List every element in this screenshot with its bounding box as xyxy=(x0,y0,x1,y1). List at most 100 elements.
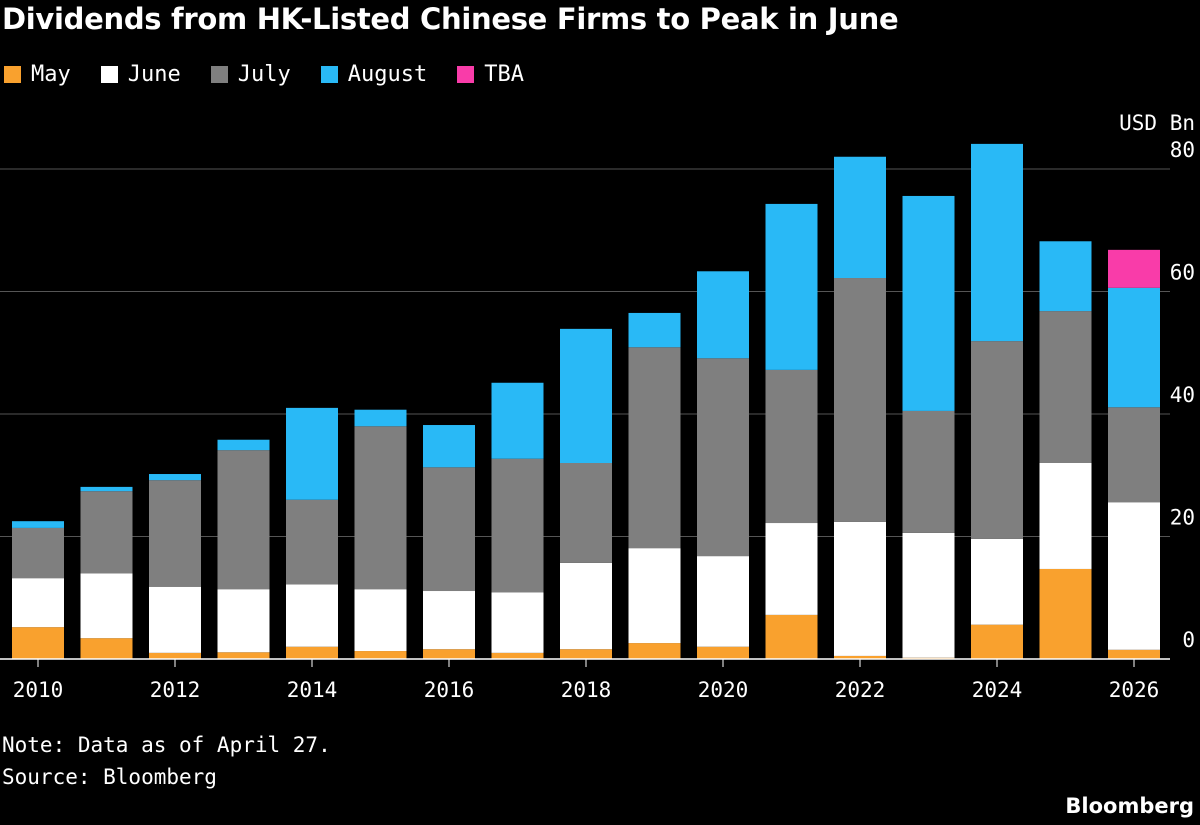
bar-may-2017 xyxy=(491,652,544,659)
bar-july-2020 xyxy=(697,358,749,557)
legend-swatch-tba xyxy=(457,66,475,83)
bar-june-2021 xyxy=(765,523,818,615)
bar-july-2015 xyxy=(354,426,407,590)
bar-july-2026 xyxy=(1108,407,1160,503)
bar-may-2016 xyxy=(423,649,475,659)
bar-august-2019 xyxy=(628,312,681,348)
x-tick-label: 2014 xyxy=(287,678,338,702)
bar-june-2020 xyxy=(697,556,749,647)
bar-august-2022 xyxy=(834,156,886,279)
note: Note: Data as of April 27. xyxy=(2,733,331,757)
bar-june-2023 xyxy=(902,532,955,658)
bar-may-2011 xyxy=(80,638,133,659)
legend-swatch-june xyxy=(100,66,118,83)
x-tick-label: 2024 xyxy=(972,678,1023,702)
bar-june-2014 xyxy=(286,584,338,647)
source: Source: Bloomberg xyxy=(2,765,217,789)
legend-item-june: June xyxy=(100,62,181,87)
legend-label: June xyxy=(127,62,181,87)
legend-item-may: May xyxy=(4,62,71,87)
legend-label: July xyxy=(237,62,291,87)
legend-label: August xyxy=(347,62,428,87)
bar-july-2019 xyxy=(628,347,681,549)
legend-item-tba: TBA xyxy=(457,62,524,87)
legend-swatch-may xyxy=(4,66,21,83)
bar-may-2022 xyxy=(834,655,886,659)
bar-july-2016 xyxy=(423,467,475,592)
bar-august-2021 xyxy=(765,203,818,370)
bar-may-2014 xyxy=(286,646,338,659)
bar-july-2024 xyxy=(971,341,1023,539)
bar-july-2012 xyxy=(149,480,201,587)
bar-august-2014 xyxy=(286,407,338,500)
bar-june-2024 xyxy=(971,538,1023,625)
bar-june-2026 xyxy=(1108,502,1160,650)
bar-july-2023 xyxy=(902,410,955,533)
y-axis-label: USD Bn xyxy=(1119,111,1195,135)
x-tick-label: 2022 xyxy=(835,678,886,702)
bar-tba-2026 xyxy=(1108,249,1160,288)
bar-june-2025 xyxy=(1039,463,1092,569)
bar-august-2011 xyxy=(80,486,133,492)
bar-august-2020 xyxy=(697,271,749,359)
bar-july-2025 xyxy=(1039,311,1092,463)
bar-june-2010 xyxy=(12,578,64,628)
bar-august-2010 xyxy=(12,521,64,528)
bar-may-2025 xyxy=(1039,568,1092,659)
bar-july-2013 xyxy=(217,450,270,590)
bar-august-2017 xyxy=(491,382,544,459)
bar-july-2021 xyxy=(765,369,818,524)
y-tick-label: 60 xyxy=(1170,261,1195,285)
x-tick-label: 2020 xyxy=(698,678,749,702)
bar-june-2022 xyxy=(834,521,886,656)
bar-june-2011 xyxy=(80,573,133,639)
y-tick-label: 20 xyxy=(1170,506,1195,530)
legend-item-august: August xyxy=(320,62,428,87)
bar-may-2018 xyxy=(560,649,612,659)
x-tick-label: 2026 xyxy=(1109,678,1160,702)
bar-june-2019 xyxy=(628,548,681,644)
bar-august-2026 xyxy=(1108,287,1160,408)
x-tick-label: 2018 xyxy=(561,678,612,702)
bar-june-2015 xyxy=(354,589,407,652)
bar-june-2012 xyxy=(149,586,201,653)
bar-july-2014 xyxy=(286,499,338,585)
bar-may-2015 xyxy=(354,651,407,659)
chart-title: Dividends from HK-Listed Chinese Firms t… xyxy=(2,2,899,36)
bar-june-2018 xyxy=(560,562,612,650)
y-tick-label: 80 xyxy=(1170,138,1195,162)
bar-august-2024 xyxy=(971,143,1023,342)
bar-august-2012 xyxy=(149,474,201,481)
bar-june-2013 xyxy=(217,589,270,653)
bar-august-2025 xyxy=(1039,241,1092,312)
x-tick-label: 2016 xyxy=(424,678,475,702)
legend-swatch-july xyxy=(210,66,228,83)
x-tick-label: 2010 xyxy=(13,678,64,702)
bar-may-2019 xyxy=(628,643,681,659)
bar-june-2016 xyxy=(423,591,475,650)
legend-swatch-august xyxy=(320,66,338,83)
bar-june-2017 xyxy=(491,592,544,653)
bar-may-2012 xyxy=(149,652,201,659)
bar-july-2010 xyxy=(12,527,64,579)
bar-august-2016 xyxy=(423,425,475,468)
bar-may-2010 xyxy=(12,627,64,659)
bar-july-2022 xyxy=(834,278,886,522)
bar-august-2018 xyxy=(560,328,612,463)
bar-may-2020 xyxy=(697,646,749,659)
legend: May June July August TBA xyxy=(4,62,554,87)
legend-item-july: July xyxy=(210,62,291,87)
y-tick-label: 0 xyxy=(1182,628,1195,652)
bar-july-2018 xyxy=(560,463,612,563)
x-tick-label: 2012 xyxy=(150,678,201,702)
bloomberg-logo: Bloomberg xyxy=(1065,794,1194,818)
bar-may-2026 xyxy=(1108,649,1160,659)
bar-august-2015 xyxy=(354,409,407,427)
bar-may-2021 xyxy=(765,614,818,659)
bar-july-2017 xyxy=(491,458,544,593)
bar-may-2013 xyxy=(217,652,270,659)
y-tick-label: 40 xyxy=(1170,383,1195,407)
bar-july-2011 xyxy=(80,491,133,574)
legend-label: TBA xyxy=(484,62,524,87)
